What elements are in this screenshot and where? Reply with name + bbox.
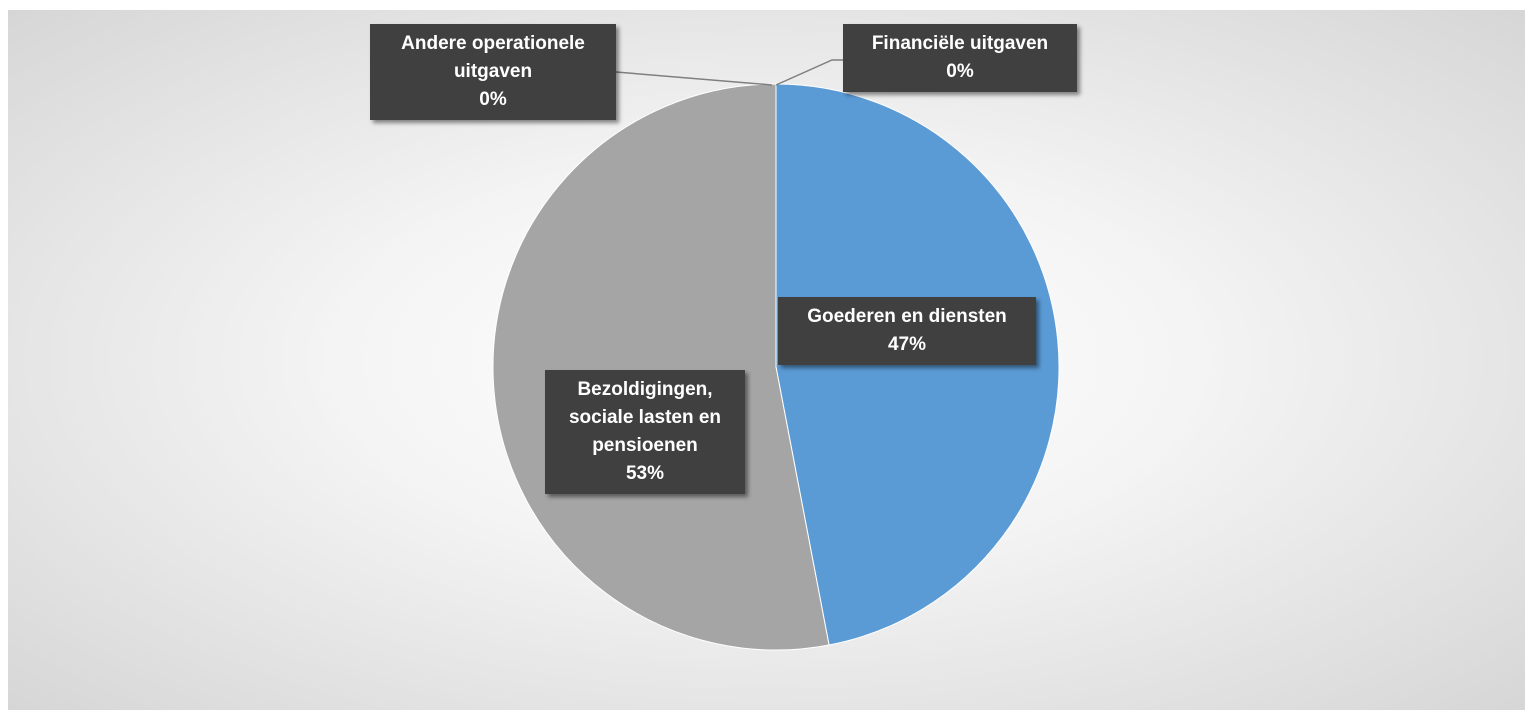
leader-line [615,71,773,86]
data-label: Andere operationele uitgaven 0% [370,24,616,120]
label-category: Andere operationele uitgaven [401,33,585,82]
data-label: Goederen en diensten 47% [778,297,1036,365]
label-category: Bezoldigingen, sociale lasten en pensioe… [568,379,722,456]
label-value: 53% [625,463,665,484]
pie-slice [492,83,830,651]
data-label: Financiële uitgaven 0% [843,24,1077,92]
data-label: Bezoldigingen, sociale lasten en pensioe… [545,370,745,494]
label-value: 47% [887,334,927,355]
label-value: 0% [479,89,507,110]
leader-line [775,59,843,86]
label-value: 0% [946,61,974,82]
label-category: Goederen en diensten [807,306,1007,327]
label-category: Financiële uitgaven [871,33,1049,54]
